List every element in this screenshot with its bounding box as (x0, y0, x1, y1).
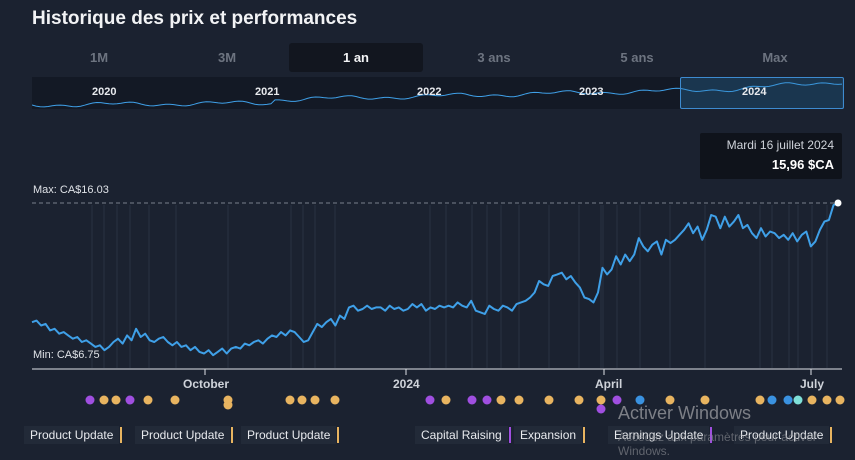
event-dot-dividend[interactable] (835, 395, 845, 405)
event-dot-capital-raising[interactable] (482, 395, 492, 405)
event-dot-capital-raising[interactable] (85, 395, 95, 405)
navigator-year-2021: 2021 (255, 86, 280, 98)
event-color-bar (583, 427, 586, 443)
tab-1m[interactable]: 1M (89, 50, 109, 65)
navigator-sparkline (32, 82, 842, 108)
navigator-year-2022: 2022 (417, 86, 442, 98)
event-color-bar (710, 427, 713, 443)
x-label-july: July (800, 377, 825, 391)
navigator-year-2020: 2020 (92, 86, 117, 98)
navigator-year-2023: 2023 (579, 86, 604, 98)
event-dot-dividend[interactable] (496, 395, 506, 405)
tab-5-ans[interactable]: 5 ans (620, 50, 654, 65)
event-label-product-update[interactable]: Product Update (241, 426, 340, 444)
event-color-bar (508, 427, 511, 443)
windows-activation-watermark: Activer Windows (618, 403, 752, 423)
max-price-label: Max: CA$16.03 (33, 184, 109, 196)
min-price-label: Min: CA$6.75 (33, 349, 100, 361)
event-dot-earnings[interactable] (635, 395, 645, 405)
event-dot-dividend[interactable] (544, 395, 554, 405)
tooltip-date: Mardi 16 juillet 2024 (726, 138, 834, 152)
event-dot-capital-raising[interactable] (425, 395, 435, 405)
event-dot-capital-raising[interactable] (596, 404, 606, 414)
navigator-year-2024: 2024 (742, 86, 767, 98)
event-label-product-update[interactable]: Product Update (734, 426, 833, 444)
event-dot-dividend[interactable] (297, 395, 307, 405)
event-dot-dividend[interactable] (665, 395, 675, 405)
page-title: Historique des prix et performances (32, 8, 358, 29)
event-dot-capital-raising[interactable] (467, 395, 477, 405)
tab-3m[interactable]: 3M (217, 50, 237, 65)
event-dot-dividend[interactable] (170, 395, 180, 405)
event-dot-dividend[interactable] (143, 395, 153, 405)
event-label-expansion[interactable]: Expansion (514, 426, 586, 444)
price-line-series (31, 202, 839, 357)
event-color-bar (231, 427, 234, 443)
event-label-earnings-update[interactable]: Earnings Update (608, 426, 713, 444)
current-price-marker (834, 199, 842, 207)
x-label-october: October (183, 377, 230, 391)
event-label-product-update[interactable]: Product Update (24, 426, 123, 444)
range-navigator[interactable]: 2020 2021 2022 2023 2024 (32, 77, 844, 109)
price-tooltip: Mardi 16 juillet 2024 15,96 $CA (700, 133, 842, 179)
event-dot-dividend[interactable] (822, 395, 832, 405)
event-dot-dividend[interactable] (285, 395, 295, 405)
event-dot-dividend[interactable] (574, 395, 584, 405)
event-color-bar (830, 427, 833, 443)
event-dot-earnings[interactable] (783, 395, 793, 405)
event-dot-dividend[interactable] (310, 395, 320, 405)
tooltip-price: 15,96 $CA (771, 157, 834, 172)
event-dot-capital-raising[interactable] (125, 395, 135, 405)
event-dot-dividend[interactable] (596, 395, 606, 405)
tab-3-ans[interactable]: 3 ans (477, 50, 511, 65)
event-dot-other[interactable] (793, 395, 803, 405)
event-dot-dividend[interactable] (755, 395, 765, 405)
windows-activation-subtitle: Accédez aux paramètres pour activer Wind… (618, 430, 817, 458)
event-color-bar (120, 427, 123, 443)
event-dot-dividend[interactable] (111, 395, 121, 405)
tab-max[interactable]: Max (762, 50, 788, 65)
event-dot-dividend[interactable] (700, 395, 710, 405)
event-dot-dividend[interactable] (441, 395, 451, 405)
range-tabs: 1M 3M 1 an 3 ans 5 ans Max (32, 43, 842, 72)
event-dot-dividend[interactable] (223, 400, 233, 410)
event-label-product-update[interactable]: Product Update (135, 426, 234, 444)
event-dot-dividend[interactable] (99, 395, 109, 405)
event-dot-dividend[interactable] (514, 395, 524, 405)
event-dot-capital-raising[interactable] (612, 395, 622, 405)
tab-1-an[interactable]: 1 an (289, 43, 423, 72)
event-color-bar (337, 427, 340, 443)
event-dot-dividend[interactable] (807, 395, 817, 405)
event-label-capital-raising[interactable]: Capital Raising (415, 426, 511, 444)
x-label-2024: 2024 (393, 377, 420, 391)
x-label-april: April (595, 377, 623, 391)
navigator-selection-window[interactable] (680, 77, 844, 109)
event-dot-dividend[interactable] (330, 395, 340, 405)
event-dot-earnings[interactable] (767, 395, 777, 405)
